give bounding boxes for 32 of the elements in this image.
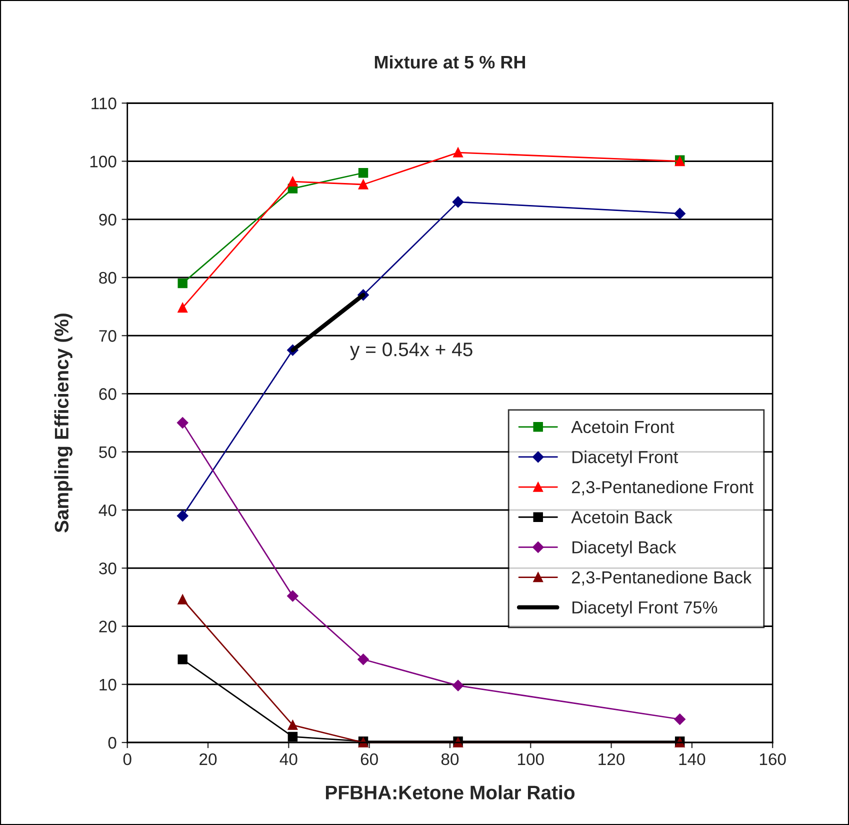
y-axis-title: Sampling Efficiency (%): [54, 314, 72, 532]
x-tick-label: 0: [123, 753, 132, 766]
legend-label: Acetoin Back: [571, 510, 672, 524]
legend-label: Diacetyl Front: [572, 450, 678, 467]
x-tick-label: 140: [679, 753, 706, 766]
y-tick-label: 10: [100, 678, 116, 691]
legend-label: 2,3-Pentanedione Back: [572, 570, 752, 586]
annotation: y = 0.54x + 45: [350, 342, 472, 360]
y-tick-label: 80: [99, 272, 116, 284]
x-tick-label: 20: [200, 753, 217, 766]
y-tick-label: 0: [108, 736, 116, 749]
x-tick-label: 100: [518, 753, 544, 766]
x-axis-title: PFBHA:Ketone Molar Ratio: [326, 785, 575, 800]
legend-label: Diacetyl Back: [572, 540, 676, 557]
y-tick-label: 110: [92, 98, 116, 110]
x-tick-label: 40: [280, 753, 298, 766]
x-tick-label: 160: [760, 753, 786, 766]
y-tick-label: 30: [99, 562, 116, 574]
chart-title: Mixture at 5 % RH: [374, 55, 526, 69]
y-tick-label: 90: [99, 214, 116, 226]
x-tick-label: 120: [598, 753, 625, 766]
y-tick-label: 70: [99, 330, 116, 342]
x-tick-label: 60: [360, 753, 378, 766]
y-tick-label: 100: [90, 156, 116, 168]
legend-label: Acetoin Front: [571, 420, 674, 434]
legend-label: Diacetyl Front 75%: [572, 600, 718, 618]
y-tick-label: 40: [98, 504, 116, 516]
x-tick-label: 80: [441, 753, 459, 766]
y-tick-label: 50: [99, 446, 116, 458]
y-tick-label: 60: [99, 388, 116, 400]
y-tick-label: 20: [99, 620, 116, 632]
legend-label: 2,3-Pentanedione Front: [572, 480, 754, 496]
